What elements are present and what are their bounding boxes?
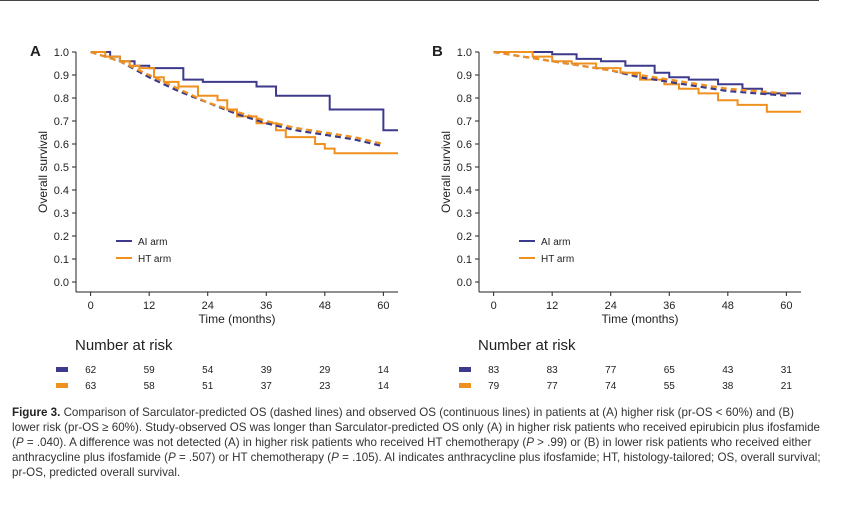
panel-b-label: B <box>432 43 443 60</box>
panel-a-risk-ai-value: 14 <box>378 365 390 376</box>
panel-b-x-axis-label: Time (months) <box>602 312 679 326</box>
figure-caption: Figure 3. Comparison of Sarculator-predi… <box>12 405 824 480</box>
panel-b-risk-title: Number at risk <box>478 337 576 354</box>
panel-a-y-tick-label: 0.4 <box>54 185 69 197</box>
panel-a-y-tick-label: 0.6 <box>54 139 69 151</box>
caption-label: Figure 3. <box>12 406 61 419</box>
panel-b-risk-ht-value: 55 <box>664 381 676 392</box>
panel-b-risk-ai-value: 31 <box>781 365 793 376</box>
panel-b-y-tick-label: 0.4 <box>457 185 472 197</box>
panel-b-y-tick-label: 0.9 <box>457 70 472 82</box>
panel-b-y-tick-label: 0.5 <box>457 162 472 174</box>
panel-b-x-tick-label: 60 <box>780 300 792 312</box>
panel-a-legend-label-ai: AI arm <box>138 237 167 248</box>
panel-b-risk-ai-value: 83 <box>547 365 559 376</box>
panel-a-x-tick-label: 0 <box>88 300 94 312</box>
panel-b-x-tick-label: 0 <box>491 300 497 312</box>
panel-a-ai-predicted-line <box>90 50 384 148</box>
panel-b-risk-ai-value: 77 <box>605 365 617 376</box>
panel-a-label: A <box>30 43 41 60</box>
panel-a-ht-predicted-line <box>90 50 384 146</box>
caption-text: Comparison of Sarculator-predicted OS (d… <box>12 406 821 479</box>
panel-b-risk-ht-value: 21 <box>781 381 793 392</box>
panel-b-risk-swatch-ht <box>459 383 471 388</box>
panel-a-x-axis-label: Time (months) <box>199 312 276 326</box>
panel-b-y-tick-label: 0.3 <box>457 208 472 220</box>
panel-b-risk-ht-value: 79 <box>488 381 500 392</box>
panel-b-y-tick-label: 0.6 <box>457 139 472 151</box>
panel-b-risk-swatch-ai <box>459 367 471 372</box>
panel-a-x-tick-label: 12 <box>143 300 155 312</box>
panel-b-x-tick-label: 48 <box>722 300 734 312</box>
panel-b-y-tick-label: 0.1 <box>457 254 472 266</box>
panel-b-risk-ai-value: 65 <box>664 365 676 376</box>
panel-a-risk-ht-value: 37 <box>261 381 273 392</box>
panel-a-y-tick-label: 0.1 <box>54 254 69 266</box>
panel-b-y-tick-label: 0.2 <box>457 231 472 243</box>
panel-b-legend-label-ht: HT arm <box>541 254 574 265</box>
panel-b-legend-label-ai: AI arm <box>541 237 570 248</box>
panel-b-y-tick-label: 0.0 <box>457 277 472 289</box>
panel-b-y-axis-label: Overall survival <box>439 131 453 213</box>
panel-a-y-axis-label: Overall survival <box>36 131 50 213</box>
panel-b-risk-ht-value: 77 <box>547 381 559 392</box>
panel-a-risk-swatch-ht <box>56 383 68 388</box>
panel-a-risk-ai-value: 54 <box>202 365 214 376</box>
panel-a-risk-title: Number at risk <box>75 337 173 354</box>
panel-b-ht-observed-line <box>493 51 801 113</box>
panel-a-y-tick-label: 0.8 <box>54 93 69 105</box>
panel-a-ai-observed-line <box>90 51 398 132</box>
panel-a-y-tick-label: 0.7 <box>54 116 69 128</box>
panel-a-y-tick-label: 0.0 <box>54 277 69 289</box>
panel-b-risk-ht-value: 38 <box>722 381 734 392</box>
panel-b-x-tick-label: 36 <box>663 300 675 312</box>
panel-a-risk-ht-value: 51 <box>202 381 214 392</box>
panel-a-x-tick-label: 36 <box>260 300 272 312</box>
panel-a-y-tick-label: 1.0 <box>54 47 69 59</box>
panel-a-risk-ai-value: 29 <box>319 365 331 376</box>
panel-b-risk-ht-value: 74 <box>605 381 617 392</box>
top-rule <box>0 0 819 1</box>
panel-a-y-tick-label: 0.3 <box>54 208 69 220</box>
panel-b-y-tick-label: 0.7 <box>457 116 472 128</box>
panel-a-risk-ht-value: 23 <box>319 381 331 392</box>
panel-a-ht-observed-line <box>90 51 398 155</box>
panel-a-y-tick-label: 0.5 <box>54 162 69 174</box>
panel-b-risk-ai-value: 43 <box>722 365 734 376</box>
panel-a-risk-ht-value: 58 <box>144 381 156 392</box>
panel-b-x-tick-label: 24 <box>605 300 617 312</box>
panel-a-risk-ai-value: 39 <box>261 365 273 376</box>
panel-b-y-tick-label: 0.8 <box>457 93 472 105</box>
panel-a-y-tick-label: 0.2 <box>54 231 69 243</box>
panel-b-risk-ai-value: 83 <box>488 365 500 376</box>
panel-b-y-tick-label: 1.0 <box>457 47 472 59</box>
panel-a-x-tick-label: 60 <box>377 300 389 312</box>
panel-a-risk-ht-value: 14 <box>378 381 390 392</box>
panel-a-legend-label-ht: HT arm <box>138 254 171 265</box>
panel-a-risk-ht-value: 63 <box>85 381 97 392</box>
panel-b-x-tick-label: 12 <box>546 300 558 312</box>
panel-a-y-tick-label: 0.9 <box>54 70 69 82</box>
panel-a-risk-ai-value: 62 <box>85 365 97 376</box>
panel-a-risk-swatch-ai <box>56 367 68 372</box>
panel-a-x-tick-label: 48 <box>319 300 331 312</box>
panel-b-ai-observed-line <box>493 51 801 95</box>
panel-a-risk-ai-value: 59 <box>144 365 156 376</box>
panel-a-x-tick-label: 24 <box>202 300 214 312</box>
km-figure: A 0.0 0.1 0.2 0.3 0.4 0.5 0.6 0.7 0.8 0.9 1.0 0 12 24 3… <box>30 43 801 392</box>
